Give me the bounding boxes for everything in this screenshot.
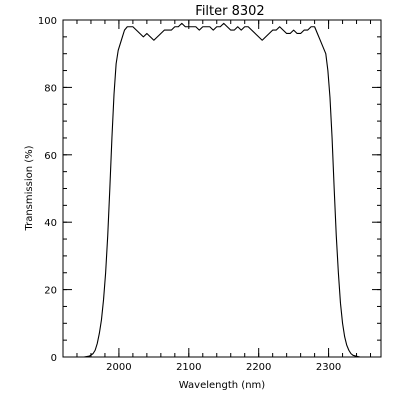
axis-ticks [62, 19, 381, 358]
y-axis-label: Transmission (%) [24, 145, 35, 231]
y-tick-label: 80 [44, 83, 57, 94]
x-tick-label: 2000 [106, 362, 131, 373]
x-tick-label: 2300 [316, 362, 341, 373]
y-tick-label: 0 [51, 353, 57, 364]
y-tick-label: 40 [44, 218, 57, 229]
y-tick-label: 20 [44, 286, 57, 297]
x-tick-label: 2200 [246, 362, 271, 373]
y-tick-label: 100 [38, 16, 57, 27]
transmission-curve [83, 22, 364, 358]
y-tick-label: 60 [44, 151, 57, 162]
x-axis-label: Wavelength (nm) [179, 380, 265, 391]
plot-frame [62, 19, 382, 358]
chart-title: Filter 8302 [195, 4, 264, 19]
x-tick-label: 2100 [176, 362, 201, 373]
tick-labels: 2000 2100 2200 2300 0 20 40 60 80 100 [38, 16, 341, 373]
